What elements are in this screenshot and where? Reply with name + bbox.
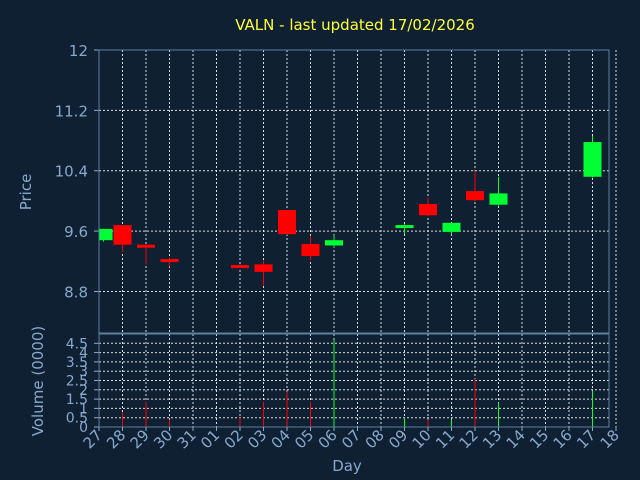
x-tick-label: 04 [268, 426, 294, 452]
candle-body [231, 265, 249, 269]
x-tick-label: 06 [315, 426, 341, 452]
x-tick-label: 16 [550, 426, 576, 452]
x-tick-label: 12 [456, 426, 482, 452]
x-tick-label: 30 [150, 426, 176, 452]
price-axis-label: Price [17, 174, 35, 211]
volume-tick-label: 2 [79, 383, 88, 399]
x-tick-label: 03 [244, 426, 270, 452]
x-tick-label: 28 [103, 426, 129, 452]
candle-body [254, 264, 273, 272]
candle-body [489, 193, 508, 205]
candle-body [278, 209, 296, 235]
volume-tick-label: 2.5 [66, 374, 88, 390]
candle-body [395, 225, 414, 229]
candle-body [99, 228, 113, 241]
candle-body [113, 225, 132, 245]
x-tick-label: 17 [573, 426, 599, 452]
x-tick-label: 31 [174, 426, 200, 452]
price-panel: 12 11.2 10.4 9.6 8.8 [55, 42, 617, 334]
price-tick-label: 12 [69, 42, 88, 60]
price-frame [98, 49, 610, 334]
x-tick-label: 14 [503, 426, 529, 452]
x-axis-label: Day [332, 457, 362, 475]
x-tick-label: 18 [597, 426, 623, 452]
x-tick-label: 08 [362, 426, 388, 452]
candle-body [160, 259, 179, 263]
volume-panel: 4.543.532.521.510.50 [66, 333, 617, 436]
x-tick-label: 10 [409, 426, 435, 452]
candle-body [442, 222, 461, 232]
x-tick-label: 07 [338, 426, 364, 452]
volume-tick-label: 0.5 [66, 411, 88, 427]
volume-tick-label: 3 [79, 364, 88, 380]
candle-body [137, 244, 155, 248]
x-tick-label: 01 [197, 426, 223, 452]
x-tick-label: 02 [221, 426, 247, 452]
x-tick-label: 29 [127, 426, 153, 452]
volume-tick-label: 1.5 [66, 392, 88, 408]
chart-title: VALN - last updated 17/02/2026 [235, 16, 475, 34]
volume-frame [98, 333, 610, 428]
x-tick-label: 11 [432, 426, 458, 452]
x-tick-label: 15 [526, 426, 552, 452]
volume-tick-label: 1 [79, 401, 88, 417]
candle-body [466, 191, 484, 201]
price-tick-label: 9.6 [64, 223, 88, 241]
x-tick-label: 13 [479, 426, 505, 452]
volume-tick-label: 4 [79, 346, 88, 362]
candle-body [583, 142, 602, 177]
candle-body [325, 240, 343, 246]
volume-axis-label: Volume (0000) [29, 326, 47, 436]
volume-tick-label: 0 [79, 420, 88, 436]
x-tick-label: 09 [385, 426, 411, 452]
volume-tick-label: 3.5 [66, 355, 88, 371]
price-tick-label: 8.8 [64, 283, 88, 301]
x-tick-label: 05 [291, 426, 317, 452]
candle-body [419, 203, 437, 216]
candle-body [301, 243, 320, 257]
price-tick-label: 11.2 [55, 102, 88, 120]
volume-tick-label: 4.5 [66, 336, 88, 352]
price-tick-label: 10.4 [55, 163, 88, 181]
